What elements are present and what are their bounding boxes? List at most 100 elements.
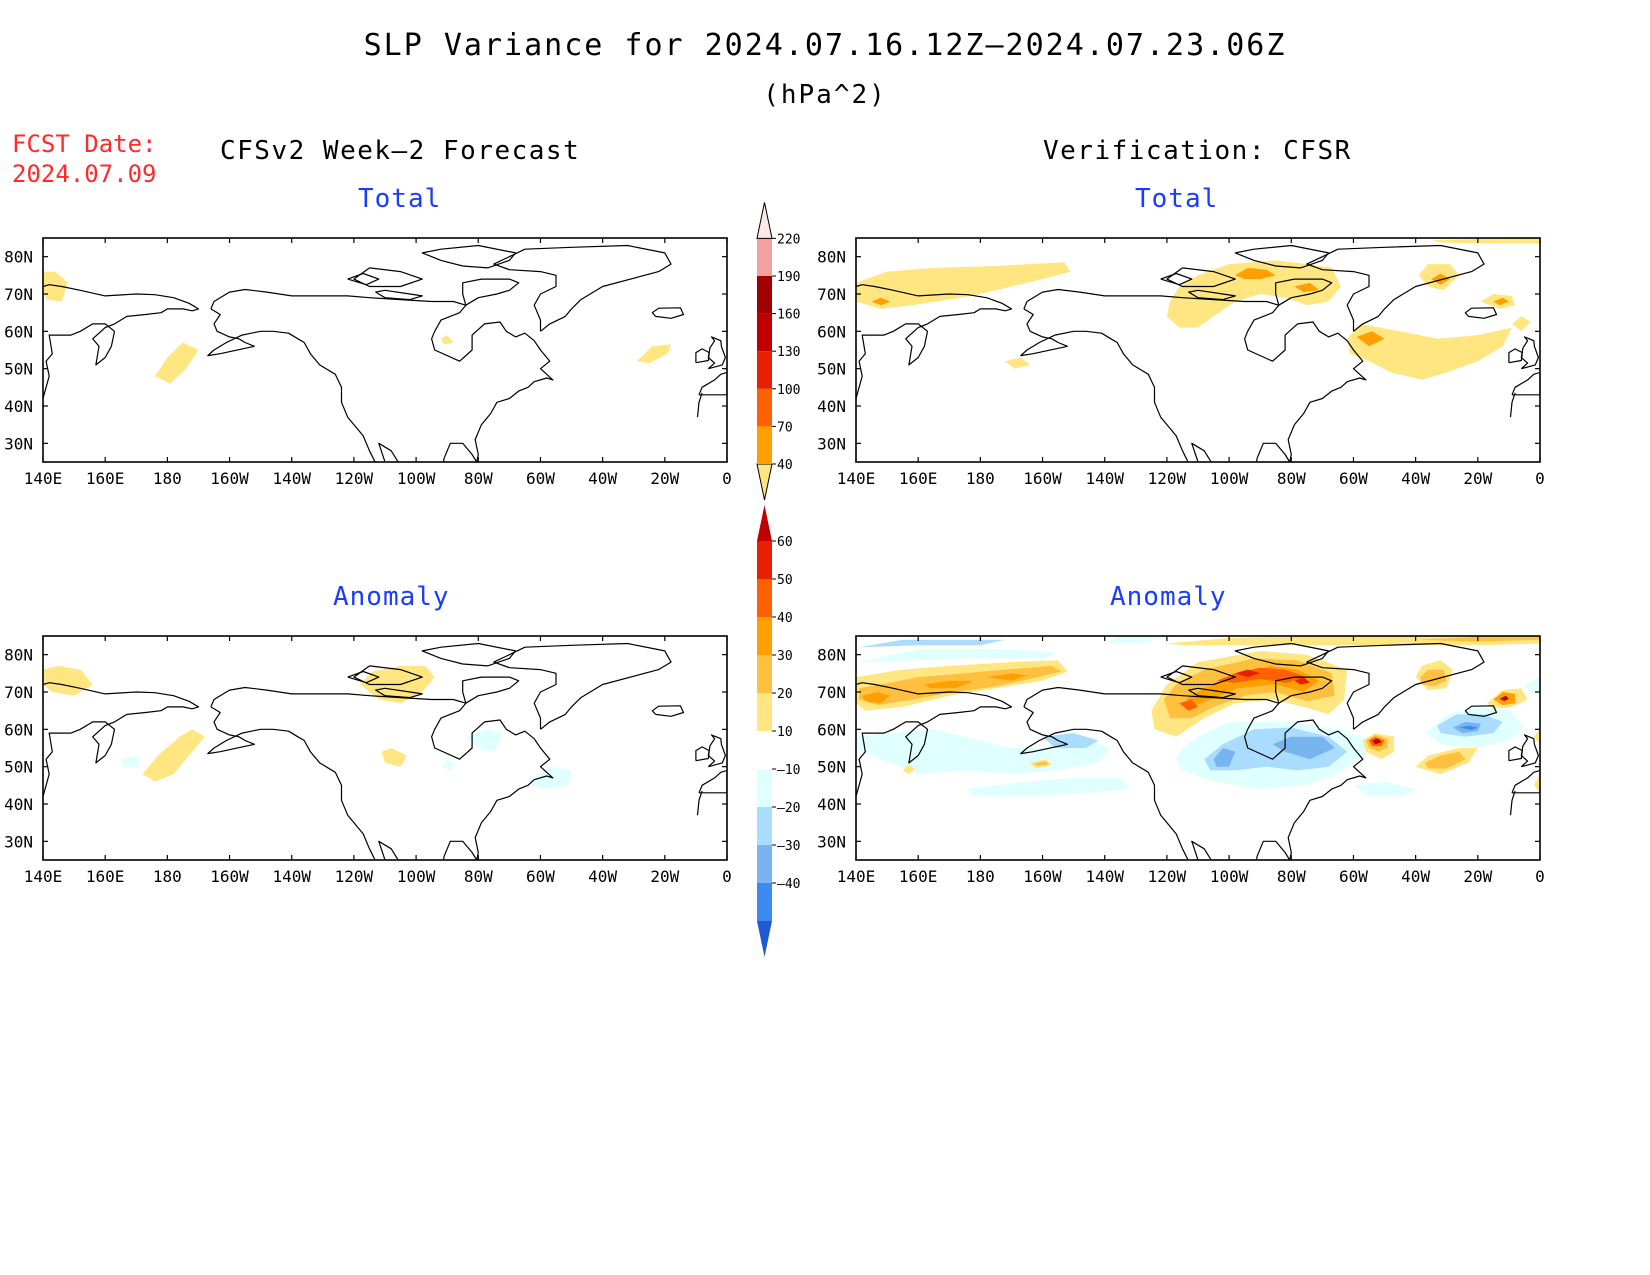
lat-tick-label: 70N: [817, 683, 846, 702]
coastline: [707, 734, 726, 768]
coastline: [493, 642, 672, 730]
coastline: [1511, 769, 1540, 794]
coastline: [1306, 244, 1485, 332]
lon-tick-label: 160E: [899, 867, 938, 886]
contour-fill: [1372, 738, 1382, 745]
contour-fill: [1294, 282, 1320, 293]
coastline: [1306, 642, 1485, 730]
colorbar-label: —30: [777, 839, 800, 854]
contour-fill: [1179, 699, 1198, 711]
coastline: [421, 642, 517, 667]
fcst-date-value: 2024.07.09: [12, 160, 157, 188]
lat-tick-label: 70N: [4, 683, 33, 702]
contour-fill: [120, 755, 140, 767]
contour-fill: [1347, 323, 1512, 380]
fcst-anomaly-panel: 140E 160E 180 160W 140W 120W 100W 80W 60W 40W 20W 0…: [4, 635, 732, 886]
main-title: SLP Variance for 2024.07.16.12Z—2024.07.…: [363, 28, 1287, 63]
coastline: [347, 272, 380, 286]
fcst-total-frame: [42, 237, 728, 463]
contour-fill: [1493, 297, 1509, 306]
lon-tick-label: 140E: [24, 867, 63, 886]
lat-tick-label: 40N: [817, 795, 846, 814]
lon-tick-label: 120W: [1148, 469, 1187, 488]
colorbar-swatch: [757, 541, 772, 579]
verif-total-panel: 140E 160E 180 160W 140W 120W 100W 80W 60W 40W 20W 0…: [817, 237, 1545, 488]
coastline: [1509, 392, 1516, 418]
contour-fill: [1235, 669, 1261, 678]
colorbar-swatch: [757, 807, 772, 845]
colorbar-swatch: [756, 463, 773, 501]
contour-fill: [1524, 677, 1540, 692]
coastline: [493, 244, 672, 332]
coastline: [698, 769, 727, 794]
contour-fill: [43, 271, 68, 302]
colorbar-swatch: [757, 238, 772, 276]
colorbar-label: 50: [777, 573, 793, 588]
lon-tick-label: 140E: [837, 469, 876, 488]
lat-tick-label: 50N: [817, 360, 846, 379]
coastline: [1464, 307, 1498, 319]
lon-tick-label: 120W: [1148, 867, 1187, 886]
lon-tick-label: 40W: [1401, 469, 1430, 488]
contour-fill: [859, 639, 1006, 648]
contour-fill: [1033, 761, 1049, 766]
contour-fill: [154, 342, 199, 384]
contour-fill: [856, 262, 1071, 309]
lon-tick-label: 80W: [1277, 469, 1306, 488]
contour-fill: [1005, 357, 1031, 369]
lat-tick-label: 50N: [4, 758, 33, 777]
verif-anomaly-subtitle: Anomaly: [1110, 582, 1227, 612]
colorbar-swatch: [757, 921, 772, 957]
contour-fill: [1512, 316, 1531, 332]
lon-tick-label: 80W: [1277, 867, 1306, 886]
coastline: [1509, 790, 1516, 816]
contour-fill: [1213, 748, 1236, 767]
coastline: [353, 665, 423, 686]
lon-tick-label: 140E: [837, 867, 876, 886]
lat-tick-label: 40N: [817, 397, 846, 416]
colorbar-swatch: [757, 693, 772, 731]
lon-tick-label: 140W: [1085, 469, 1124, 488]
lat-tick-label: 80N: [817, 646, 846, 665]
lat-tick-label: 70N: [817, 285, 846, 304]
contour-fill: [964, 777, 1130, 797]
coastline: [698, 371, 727, 396]
coastline: [1234, 642, 1330, 667]
coastline: [207, 686, 554, 860]
colorbar-swatch: [757, 617, 772, 655]
lon-tick-label: 140E: [24, 469, 63, 488]
verification-column-title: Verification: CFSR: [1043, 136, 1352, 166]
lat-tick-label: 60N: [817, 322, 846, 341]
lat-tick-label: 70N: [4, 285, 33, 304]
lon-tick-label: 140W: [272, 867, 311, 886]
contour-fill: [465, 729, 504, 752]
lat-tick-label: 30N: [4, 832, 33, 851]
contour-fill: [1431, 238, 1540, 244]
contour-fill: [862, 692, 891, 704]
lat-tick-label: 40N: [4, 795, 33, 814]
colorbar-label: 30: [777, 649, 793, 664]
colorbar-swatch: [757, 883, 772, 921]
coastline: [1511, 371, 1540, 396]
coastline: [1020, 288, 1367, 462]
fcst-total-panel: 140E 160E 180 160W 140W 120W 100W 80W 60W 40W 20W 0…: [4, 237, 732, 488]
colorbar-swatch: [757, 426, 772, 464]
anomaly-colorbar: 60 50 40 30 20 10 —10 —20 —30 —40: [757, 505, 800, 957]
contour-fill: [1459, 725, 1478, 731]
contour-fill: [1431, 273, 1450, 285]
lat-tick-label: 80N: [4, 646, 33, 665]
coastline: [651, 307, 685, 319]
colorbar-label: 160: [777, 308, 800, 323]
lon-tick-label: 60W: [1339, 867, 1368, 886]
coastline: [1464, 705, 1498, 717]
colorbar-label: 60: [777, 535, 793, 550]
lon-tick-label: 0: [722, 469, 732, 488]
coastline: [1508, 348, 1523, 364]
lat-tick-label: 30N: [817, 434, 846, 453]
lat-tick-label: 30N: [817, 832, 846, 851]
lat-tick-label: 40N: [4, 397, 33, 416]
colorbar-label: —40: [777, 877, 800, 892]
coastline: [707, 336, 726, 370]
units-label: (hPa^2): [763, 80, 887, 110]
